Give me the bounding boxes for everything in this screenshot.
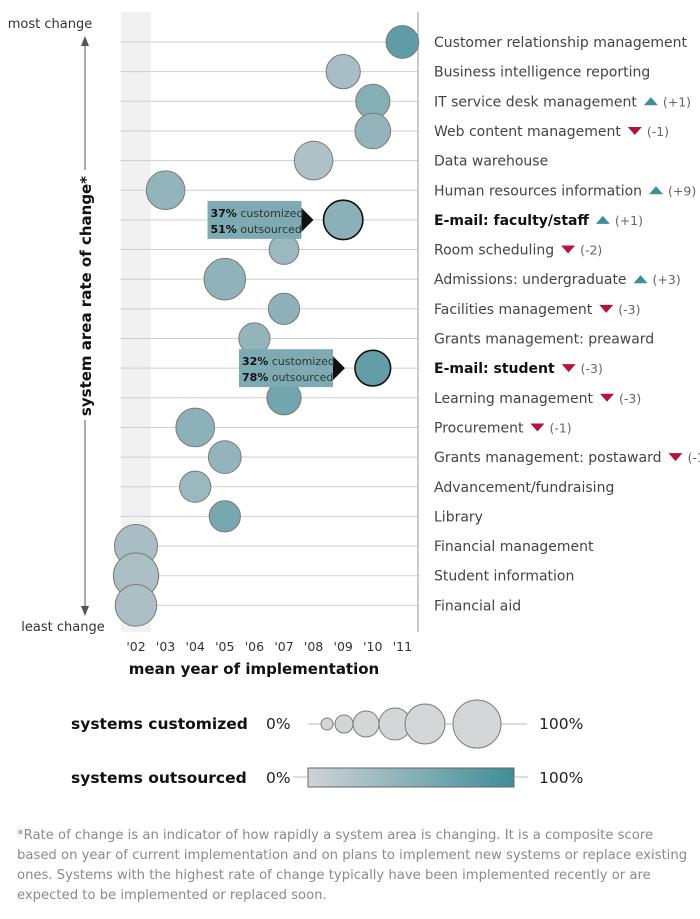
change-down-icon — [561, 364, 576, 373]
system-label: Student information — [434, 569, 574, 585]
change-up-icon — [649, 186, 664, 195]
bubble — [325, 54, 361, 90]
system-label: Grants management: postaward — [434, 450, 661, 466]
change-value: (-1) — [647, 124, 669, 139]
legend-size-bubble — [404, 703, 446, 745]
system-label: Human resources information — [434, 183, 642, 199]
system-label: Procurement — [434, 420, 524, 436]
bubble — [208, 500, 241, 533]
system-label: Business intelligence reporting — [434, 65, 650, 81]
change-value: (-2) — [580, 243, 602, 258]
change-value: (+9) — [668, 183, 696, 198]
change-up-icon — [643, 97, 658, 106]
system-label: E-mail: faculty/staff — [434, 213, 589, 229]
change-value: (+1) — [615, 213, 643, 228]
bubble — [322, 199, 364, 241]
y-axis-bottom-label: least change — [21, 620, 104, 635]
bubble — [354, 349, 392, 387]
bubble — [207, 440, 242, 474]
bubble — [203, 257, 247, 301]
x-tick-label: '07 — [274, 639, 293, 654]
callout-outsourced: 78% outsourced — [242, 371, 333, 384]
bubble — [385, 25, 420, 59]
bubble — [175, 407, 216, 448]
system-label: Room scheduling — [434, 243, 554, 259]
system-label: Admissions: undergraduate — [434, 272, 627, 288]
system-label: Customer relationship management — [434, 35, 687, 51]
legend-outsourced-max: 100% — [539, 769, 583, 787]
x-axis-title: mean year of implementation — [129, 660, 379, 678]
change-value: (-3) — [581, 361, 603, 376]
system-label: Web content management — [434, 124, 621, 140]
system-label: Learning management — [434, 391, 594, 407]
legend-size-bubble — [452, 699, 502, 749]
system-label: Facilities management — [434, 302, 593, 318]
system-label: Financial aid — [434, 598, 521, 614]
x-tick-label: '08 — [304, 639, 323, 654]
x-tick-label: '10 — [363, 639, 382, 654]
callout-pointer — [332, 356, 345, 381]
legend-size-bubble — [320, 717, 334, 731]
bubble — [179, 470, 212, 503]
callout-box — [207, 200, 302, 239]
bubble — [354, 112, 392, 150]
callout-outsourced: 51% outsourced — [211, 223, 302, 236]
change-down-icon — [561, 245, 576, 254]
x-tick-label: '05 — [215, 639, 234, 654]
footnote: *Rate of change is an indicator of how r… — [17, 828, 688, 903]
system-label: Data warehouse — [434, 154, 548, 170]
change-value: (+3) — [653, 272, 681, 287]
change-down-icon — [668, 453, 683, 462]
legend-customized-min: 0% — [266, 715, 291, 733]
x-tick-label: '09 — [334, 639, 353, 654]
bubble — [268, 234, 300, 265]
bubble — [145, 170, 186, 211]
bubble — [267, 292, 301, 325]
x-tick-label: '06 — [245, 639, 264, 654]
callout-customized: 32% customized — [242, 355, 335, 368]
system-label: Advancement/fundraising — [434, 480, 614, 496]
legend-color-gradient — [307, 767, 515, 788]
y-axis-title: system area rate of change* — [77, 176, 95, 416]
system-label: IT service desk management — [434, 94, 637, 110]
legend-size-bubble — [352, 710, 380, 738]
bubble — [293, 140, 334, 181]
change-value: (-1) — [549, 420, 571, 435]
callout-box — [238, 349, 333, 388]
legend-outsourced-min: 0% — [266, 769, 291, 787]
y-axis-arrowhead-down — [81, 606, 89, 616]
legend-outsourced-title: systems outsourced — [71, 769, 247, 787]
x-tick-label: '11 — [393, 639, 412, 654]
x-tick-label: '03 — [156, 639, 175, 654]
x-tick-label: '02 — [126, 639, 145, 654]
change-value: (-3) — [618, 302, 640, 317]
change-value: (-1) — [687, 450, 700, 465]
legend-size-bubble — [334, 714, 354, 734]
change-up-icon — [633, 275, 648, 284]
x-tick-label: '04 — [186, 639, 205, 654]
change-down-icon — [530, 423, 545, 432]
system-label: E-mail: student — [434, 361, 555, 377]
system-label: Library — [434, 509, 483, 525]
y-axis-top-label: most change — [8, 17, 92, 32]
legend-customized-max: 100% — [539, 715, 583, 733]
system-label: Financial management — [434, 539, 594, 555]
bubble — [114, 584, 158, 627]
callout-customized: 37% customized — [211, 207, 304, 220]
change-down-icon — [600, 393, 615, 402]
legend-customized-title: systems customized — [71, 715, 248, 733]
y-axis-arrowhead-up — [81, 36, 89, 46]
change-up-icon — [595, 215, 610, 224]
change-value: (+1) — [663, 94, 691, 109]
callout-pointer — [301, 207, 314, 232]
change-down-icon — [599, 304, 614, 313]
system-label: Grants management: preaward — [434, 332, 654, 348]
change-value: (-3) — [619, 391, 641, 406]
change-down-icon — [627, 126, 642, 135]
